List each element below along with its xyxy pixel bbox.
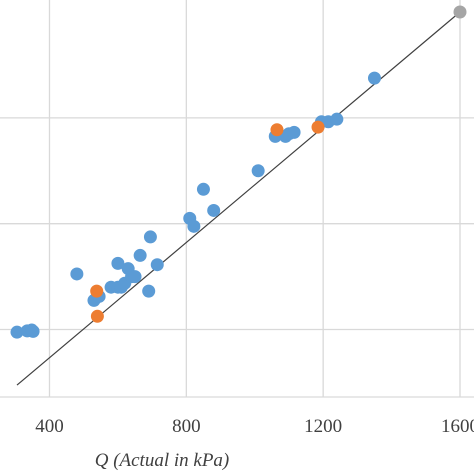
point-s0-16	[142, 284, 156, 298]
point-s0-0	[10, 325, 24, 339]
data-points	[10, 5, 467, 339]
point-s0-18	[150, 258, 164, 272]
x-tick-label-2: 1200	[304, 416, 342, 437]
x-tick-label-1: 800	[172, 416, 201, 437]
point-s0-22	[207, 203, 221, 217]
point-s0-17	[143, 230, 157, 244]
point-s0-23	[251, 164, 265, 178]
x-tick-label-0: 400	[35, 416, 64, 437]
reference-line	[16, 11, 461, 386]
point-s0-14	[128, 270, 142, 284]
point-s0-15	[133, 248, 147, 262]
point-s0-9	[111, 256, 125, 270]
point-s0-31	[367, 71, 381, 85]
point-s0-3	[26, 324, 40, 338]
point-s0-30	[330, 112, 344, 126]
x-tick-label-3: 1600	[441, 416, 474, 437]
point-s0-21	[196, 182, 210, 196]
point-s1-3	[311, 120, 325, 134]
point-s0-27	[287, 125, 301, 139]
x-tick-labels: 400 800 1200 1600	[35, 416, 474, 437]
point-s1-2	[270, 123, 284, 137]
point-s1-1	[90, 309, 104, 323]
x-axis-label: Q (Actual in kPa)	[95, 450, 230, 471]
point-s0-4	[70, 267, 84, 281]
point-s0-20	[187, 219, 201, 233]
grid-lines	[0, 0, 474, 398]
point-s2-0	[453, 5, 467, 19]
point-s1-0	[90, 284, 104, 298]
